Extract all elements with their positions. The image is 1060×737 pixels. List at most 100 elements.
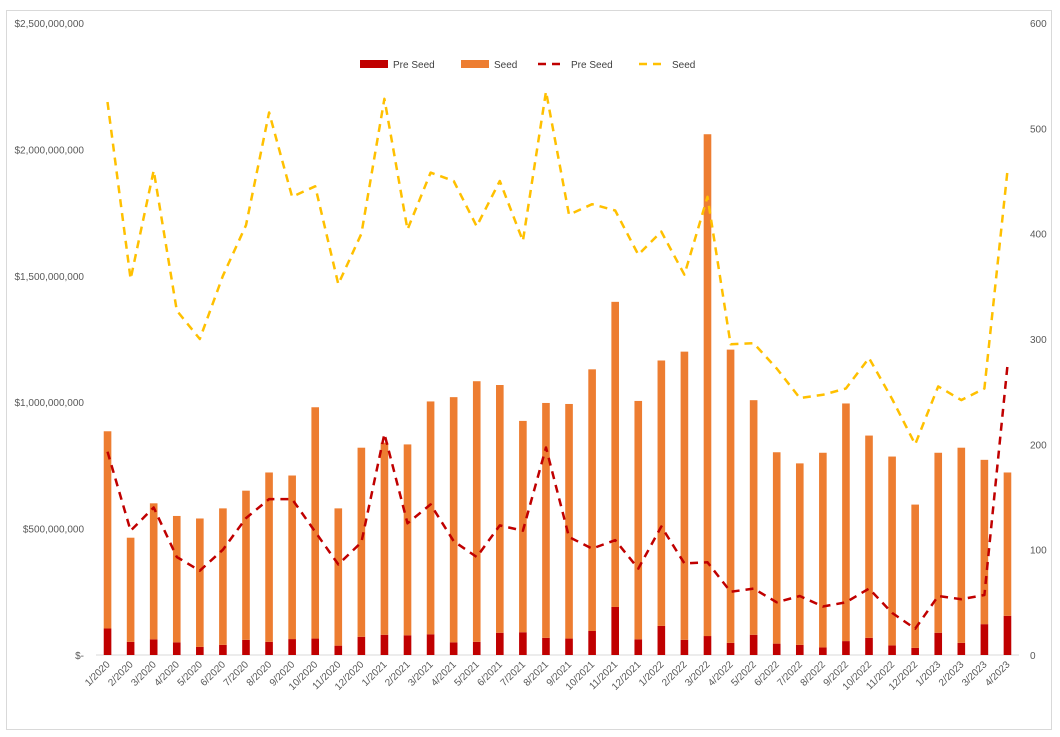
bar-seed [819,452,827,648]
bar-seed [772,452,781,644]
legend-swatch [360,60,388,68]
y-right-tick-label: 500 [1030,124,1047,135]
y-right-tick-label: 400 [1030,230,1047,241]
y-left-tick-label: $- [75,651,84,662]
y-left-tick-label: $500,000,000 [23,525,85,536]
bar-pre-seed [426,634,435,655]
bar-seed [980,459,989,625]
bar-seed [865,435,873,638]
bar-pre-seed [172,642,181,655]
bar-seed [795,463,804,645]
bar-pre-seed [126,641,135,655]
bar-pre-seed [288,639,296,655]
x-tick-label: 4/2023 [983,659,1013,689]
bar-pre-seed [634,639,643,655]
bar-pre-seed [588,630,596,655]
line-pre-seed [106,365,1009,630]
bar-seed [657,360,666,626]
bar-pre-seed [542,637,550,655]
bar-pre-seed [749,634,758,655]
bar-pre-seed [1003,615,1012,655]
bar-pre-seed [403,635,412,655]
bar-pre-seed [565,638,573,655]
legend-label: Pre Seed [393,60,435,71]
bar-seed [288,475,296,640]
y-right-tick-label: 300 [1030,335,1047,346]
line-seed [106,90,1009,446]
bar-pre-seed [703,636,712,655]
y-right-tick-label: 0 [1030,651,1036,662]
bar-seed [449,397,458,643]
y-right-tick-label: 100 [1030,546,1047,557]
bar-pre-seed [357,636,366,655]
bar-seed [219,508,227,645]
legend-label: Pre Seed [571,60,613,71]
bar-pre-seed [311,638,320,655]
bar-pre-seed [726,642,735,655]
bar-seed [496,385,504,633]
bar-seed [242,490,250,640]
bar-pre-seed [196,646,204,655]
bar-seed [565,403,573,639]
bar-seed [149,503,158,640]
bar-seed [172,515,181,643]
bar-seed [634,400,643,640]
bar-seed [1003,472,1012,616]
bar-pre-seed [611,606,619,655]
bar-seed [426,401,435,635]
bar-pre-seed [496,632,504,655]
bar-seed [265,472,273,642]
y-right-tick-label: 200 [1030,440,1047,451]
y-right-tick-label: 600 [1030,19,1047,30]
bar-pre-seed [842,641,850,655]
bar-pre-seed [103,628,112,655]
legend-swatch [461,60,489,68]
bar-pre-seed [472,641,481,655]
bar-seed [196,518,204,647]
bar-seed [934,452,943,633]
bar-pre-seed [957,642,966,655]
legend-label: Seed [494,60,517,71]
bar-pre-seed [242,639,250,655]
bar-seed [403,444,412,636]
bar-pre-seed [657,625,666,655]
bar-pre-seed [795,644,804,655]
bar-pre-seed [980,624,989,655]
bar-seed [611,301,619,607]
y-left-tick-label: $1,500,000,000 [14,272,84,283]
bar-seed [726,349,735,643]
bar-seed [472,381,481,642]
bar-pre-seed [680,639,689,655]
bar-seed [957,447,966,643]
bar-seed [703,134,712,637]
bar-pre-seed [911,647,919,655]
bar-pre-seed [449,642,458,655]
bar-pre-seed [519,632,527,655]
bar-seed [588,369,596,631]
bar-pre-seed [149,639,158,655]
bar-seed [680,351,689,640]
bar-seed [103,431,112,629]
bar-pre-seed [219,644,227,655]
bar-pre-seed [865,637,873,655]
legend-label: Seed [672,60,695,71]
bar-seed [126,537,135,642]
bar-seed [911,504,919,648]
bar-seed [311,407,320,639]
bar-pre-seed [772,643,781,655]
bar-seed [749,400,758,635]
bar-seed [380,442,389,635]
bar-pre-seed [334,645,343,655]
bar-seed [334,508,343,646]
y-left-tick-label: $1,000,000,000 [14,398,84,409]
bar-pre-seed [934,632,943,655]
bar-pre-seed [265,641,273,655]
bar-pre-seed [380,634,389,655]
bar-seed [542,402,550,638]
bar-seed [357,447,366,637]
bar-pre-seed [888,645,896,655]
y-left-tick-label: $2,000,000,000 [14,145,84,156]
y-left-tick-label: $2,500,000,000 [14,19,84,30]
bar-pre-seed [819,647,827,655]
